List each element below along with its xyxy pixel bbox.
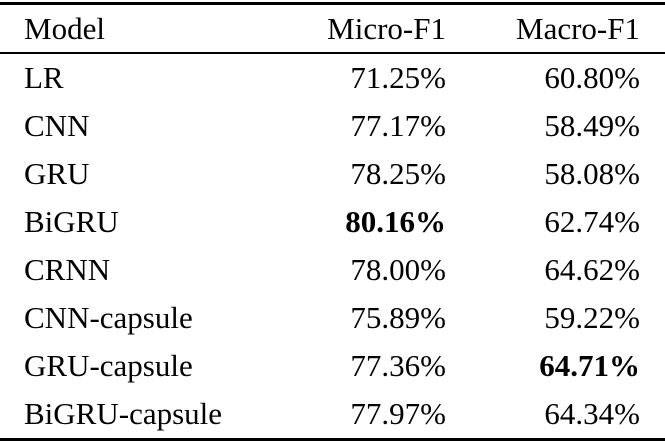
table-row: CRNN 78.00% 64.62% — [0, 246, 665, 294]
micro-f1-cell: 78.00% — [350, 252, 446, 287]
table-row: CNN-capsule 75.89% 59.22% — [0, 294, 665, 342]
model-name-cell: GRU-capsule — [24, 348, 193, 383]
model-name-cell: LR — [24, 60, 64, 95]
micro-f1-cell: 80.16% — [345, 204, 446, 239]
column-header-micro-f1: Micro-F1 — [285, 3, 447, 54]
column-header-model: Model — [0, 3, 285, 54]
table-row: BiGRU-capsule 77.97% 64.34% — [0, 390, 665, 440]
model-name-cell: BiGRU-capsule — [24, 396, 223, 431]
column-header-macro-f1: Macro-F1 — [447, 3, 665, 54]
micro-f1-cell: 77.36% — [350, 348, 446, 383]
macro-f1-cell: 64.71% — [539, 348, 640, 383]
micro-f1-cell: 77.17% — [350, 108, 446, 143]
table-body: LR 71.25% 60.80% CNN 77.17% 58.49% GRU 78.25% 58… — [0, 53, 665, 440]
macro-f1-cell: 58.49% — [544, 108, 640, 143]
model-name-cell: CRNN — [24, 252, 111, 287]
table-row: LR 71.25% 60.80% — [0, 53, 665, 102]
macro-f1-cell: 62.74% — [544, 204, 640, 239]
model-name-cell: CNN — [24, 108, 90, 143]
macro-f1-cell: 60.80% — [544, 60, 640, 95]
table-row: GRU-capsule 77.36% 64.71% — [0, 342, 665, 390]
table-row: GRU 78.25% 58.08% — [0, 150, 665, 198]
table-header: Model Micro-F1 Macro-F1 — [0, 3, 665, 54]
micro-f1-cell: 75.89% — [350, 300, 446, 335]
header-row: Model Micro-F1 Macro-F1 — [0, 3, 665, 54]
model-name-cell: BiGRU — [24, 204, 119, 239]
macro-f1-cell: 59.22% — [544, 300, 640, 335]
table-row: CNN 77.17% 58.49% — [0, 102, 665, 150]
micro-f1-cell: 77.97% — [350, 396, 446, 431]
model-name-cell: GRU — [24, 156, 90, 191]
model-name-cell: CNN-capsule — [24, 300, 193, 335]
macro-f1-cell: 64.62% — [544, 252, 640, 287]
macro-f1-cell: 58.08% — [544, 156, 640, 191]
table-row: BiGRU 80.16% 62.74% — [0, 198, 665, 246]
macro-f1-cell: 64.34% — [544, 396, 640, 431]
micro-f1-cell: 78.25% — [350, 156, 446, 191]
micro-f1-cell: 71.25% — [350, 60, 446, 95]
